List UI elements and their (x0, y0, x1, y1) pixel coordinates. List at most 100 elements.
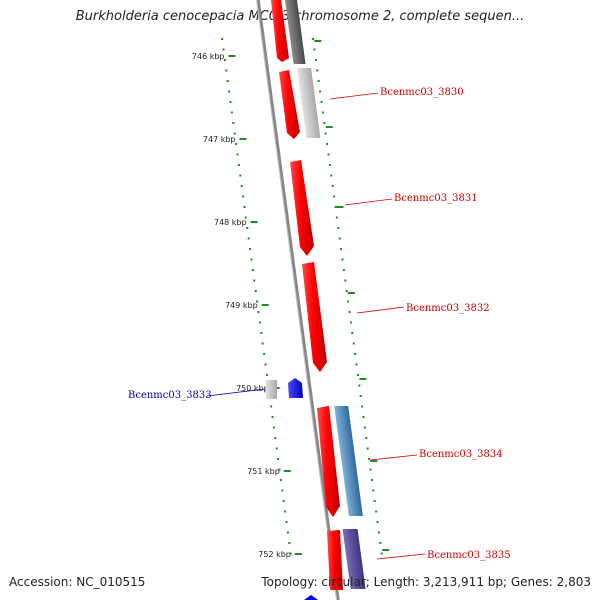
gene-feature[interactable] (288, 378, 303, 398)
gene-label-3830[interactable]: Bcenmc03_3830 (380, 87, 464, 98)
gc-skew-dot (363, 426, 366, 429)
gc-skew-dot (250, 258, 253, 261)
gc-skew-dot (340, 248, 343, 250)
gc-skew-dot (331, 185, 334, 187)
gc-skew-dot (284, 510, 287, 513)
leader-line (356, 306, 405, 314)
gc-skew-dot (275, 447, 278, 450)
gc-skew-dot (351, 332, 354, 334)
gene-feature[interactable] (302, 262, 327, 372)
gene-features[interactable] (266, 0, 366, 600)
gene-feature[interactable] (317, 406, 340, 517)
gc-skew-dot (243, 206, 246, 208)
gc-skew-dot (354, 353, 357, 355)
gene-feature[interactable] (342, 529, 366, 589)
gene-feature[interactable] (266, 380, 277, 399)
gc-skew-dot (281, 489, 284, 492)
gc-skew-dot (271, 416, 274, 418)
gc-skew-dot (328, 164, 331, 166)
gc-skew-dot (324, 132, 327, 135)
gc-skew-dot (256, 300, 259, 303)
gc-skew-dot (257, 311, 260, 313)
gc-skew-dot (345, 290, 348, 292)
scale-tick (239, 138, 247, 140)
gc-skew-dot (313, 48, 316, 51)
gc-skew-dot (369, 468, 372, 471)
gc-skew-dot (375, 510, 378, 513)
gene-feature[interactable] (297, 68, 321, 138)
gc-skew-dash (347, 292, 355, 294)
leader-line (329, 92, 379, 100)
scale-tick-label: 746 kbp (192, 52, 225, 61)
gc-skew-dot (372, 489, 375, 492)
gene-feature[interactable] (279, 70, 300, 139)
gene-label-3834[interactable]: Bcenmc03_3834 (419, 449, 503, 460)
gc-skew-dot (265, 374, 268, 376)
gc-skew-dot (341, 258, 344, 261)
gene-feature[interactable] (290, 160, 314, 256)
gc-skew-dot (249, 248, 252, 250)
gc-skew-dot (285, 521, 288, 523)
gene-label-3835[interactable]: Bcenmc03_3835 (427, 550, 511, 561)
gc-skew-dash (382, 549, 390, 551)
gene-label-3831[interactable]: Bcenmc03_3831 (394, 193, 478, 204)
gc-skew-dot (321, 111, 324, 114)
gc-skew-track-right (312, 38, 390, 555)
leader-line (206, 388, 266, 397)
accession-text: Accession: NC_010515 (9, 575, 146, 589)
gene-feature[interactable] (271, 0, 289, 62)
gene-label-3833[interactable]: Bcenmc03_3833 (128, 390, 212, 401)
gc-skew-track-left (221, 38, 292, 555)
gc-skew-dot (356, 374, 359, 376)
gc-skew-dot (272, 426, 275, 429)
gc-skew-dot (342, 269, 345, 271)
gc-skew-dot (335, 216, 338, 219)
map-title: Burkholderia cenocepacia MC0-3 chromosom… (75, 9, 525, 24)
scale-tick-label: 748 kbp (214, 218, 247, 227)
gc-skew-dot (355, 363, 358, 366)
gc-skew-dot (358, 384, 361, 387)
gc-skew-dot (263, 353, 266, 355)
gene-feature[interactable] (304, 595, 318, 600)
scale-tick (228, 55, 236, 57)
gene-feature[interactable] (334, 406, 363, 516)
genome-backbone-highlight (256, 0, 338, 600)
gc-skew-dot (314, 59, 317, 61)
gc-skew-dot (230, 111, 233, 114)
gc-skew-dot (246, 227, 249, 229)
gc-skew-dot (261, 342, 264, 345)
gc-skew-dot (253, 279, 256, 282)
gc-skew-dot (226, 80, 229, 82)
gc-skew-dot (365, 437, 368, 439)
gc-skew-dot (286, 531, 289, 534)
gc-skew-dot (251, 269, 254, 271)
gene-feature[interactable] (327, 530, 343, 590)
gc-skew-dot (366, 447, 369, 450)
gc-skew-dot (368, 458, 371, 460)
gc-skew-dot (338, 237, 341, 240)
gc-skew-dot (242, 195, 245, 198)
leader-line (344, 198, 393, 206)
gc-skew-dot (317, 80, 320, 82)
scale-tick-label: 749 kbp (225, 301, 258, 310)
gc-skew-dot (288, 542, 291, 544)
gc-skew-dot (221, 38, 224, 40)
scale-tick-label: 751 kbp (247, 467, 280, 476)
gc-skew-dot (370, 479, 373, 481)
gene-feature[interactable] (285, 0, 306, 64)
gc-skew-dot (228, 90, 231, 93)
gc-skew-dot (264, 363, 267, 366)
gc-skew-dot (222, 48, 225, 51)
gc-skew-dot (237, 164, 240, 166)
gc-skew-dot (274, 437, 277, 439)
gene-labels[interactable]: Bcenmc03_3830 Bcenmc03_3831 Bcenmc03_383… (128, 87, 511, 561)
gc-skew-dot (334, 206, 337, 208)
gc-skew-dot (239, 174, 242, 177)
gc-skew-dot (337, 227, 340, 229)
gc-skew-dot (333, 195, 336, 198)
scale-tick-label: 750 kbp (236, 384, 269, 393)
gc-skew-dot (235, 143, 238, 145)
gc-skew-dot (348, 311, 351, 313)
gene-label-3832[interactable]: Bcenmc03_3832 (406, 303, 490, 314)
